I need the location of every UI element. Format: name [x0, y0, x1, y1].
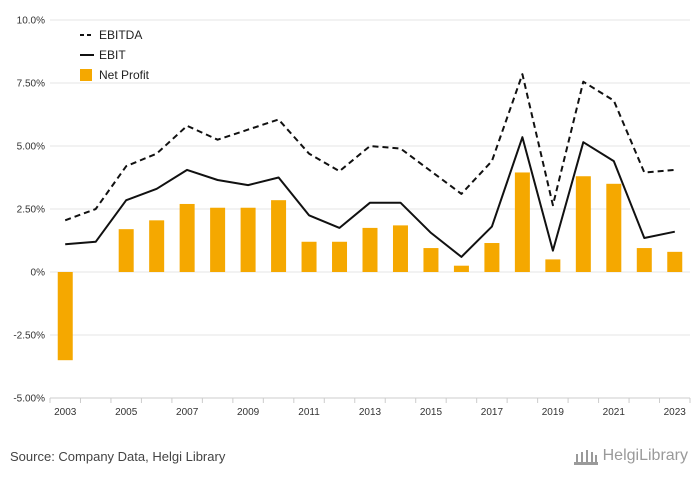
- net-profit-bar: [545, 259, 561, 272]
- x-tick-label: 2015: [420, 407, 443, 418]
- net-profit-bar: [392, 225, 408, 272]
- y-tick-label: -5.00%: [13, 394, 45, 405]
- chart-area: 10.0%7.50%5.00%2.50%0%-2.50%-5.00% 2003 2…: [13, 16, 691, 418]
- y-axis: 10.0% 7.50% 5.00% 2.50% 0% -2.50% -5.00%: [13, 16, 45, 405]
- net-profit-bar: [210, 207, 226, 272]
- x-tick-label: 2017: [481, 407, 504, 418]
- x-tick-label: 2011: [298, 407, 320, 418]
- x-tick-label: 2009: [237, 407, 260, 418]
- legend-label-ebit: EBIT: [99, 48, 126, 62]
- y-tick-label: 7.50%: [17, 79, 45, 90]
- legend-label-ebitda: EBITDA: [99, 28, 142, 42]
- library-building-icon: [573, 450, 598, 465]
- net-profit-bar: [362, 227, 378, 272]
- net-profit-bar: [149, 220, 165, 272]
- series-lines: [64, 73, 676, 258]
- net-profit-bar: [667, 251, 683, 272]
- y-tick-label: 10.0%: [17, 16, 45, 27]
- y-tick-label: 2.50%: [17, 205, 45, 216]
- net-profit-bar: [57, 272, 73, 361]
- net-profit-bar: [514, 172, 530, 272]
- x-tick-label: 2019: [542, 407, 565, 418]
- brand-logo: HelgiLibrary: [573, 446, 688, 466]
- legend-swatch-net-profit: [80, 69, 92, 81]
- legend: EBITDA EBIT Net Profit: [80, 28, 150, 82]
- net-profit-bar: [423, 248, 439, 272]
- net-profit-bar: [575, 176, 591, 272]
- ebit-line: [65, 136, 676, 258]
- net-profit-bar: [179, 203, 195, 272]
- ebitda-line: [64, 73, 675, 222]
- x-tick-label: 2023: [664, 407, 687, 418]
- x-tick-label: 2021: [603, 407, 626, 418]
- y-tick-label: 0%: [31, 268, 46, 279]
- x-tick-label: 2007: [176, 407, 199, 418]
- legend-label-net-profit: Net Profit: [99, 68, 150, 82]
- net-profit-bars: [57, 172, 683, 361]
- x-tick-label: 2003: [54, 407, 77, 418]
- net-profit-bar: [118, 229, 134, 272]
- x-axis: 2003 2005 2007 2009 2011 2013 2015 2017 2019 2021…: [49, 397, 691, 418]
- net-profit-bar: [240, 207, 256, 272]
- net-profit-bar: [301, 241, 317, 272]
- y-tick-label: 5.00%: [17, 142, 45, 153]
- net-profit-bar: [636, 248, 652, 272]
- x-tick-label: 2005: [115, 407, 138, 418]
- net-profit-bar: [453, 265, 469, 272]
- net-profit-bar: [332, 241, 348, 272]
- y-tick-label: -2.50%: [13, 331, 45, 342]
- net-profit-bar: [484, 243, 500, 272]
- net-profit-bar: [271, 200, 287, 272]
- source-note: Source: Company Data, Helgi Library: [10, 449, 226, 464]
- brand-name: HelgiLibrary: [602, 447, 688, 464]
- x-tick-label: 2013: [359, 407, 382, 418]
- net-profit-bar: [606, 183, 622, 272]
